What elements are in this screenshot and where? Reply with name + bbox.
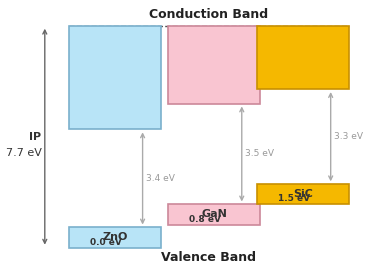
Text: 3.4 eV: 3.4 eV	[146, 174, 175, 183]
Bar	[257, 184, 349, 204]
Text: ZnO: ZnO	[102, 232, 128, 242]
Text: 3.5 eV: 3.5 eV	[245, 150, 274, 158]
Text: 3.3 eV: 3.3 eV	[334, 132, 363, 141]
Text: 0.8 eV: 0.8 eV	[189, 214, 221, 224]
Text: 7.7 eV: 7.7 eV	[6, 147, 42, 158]
Bar	[168, 26, 260, 104]
Bar	[69, 227, 161, 247]
Text: Valence Band: Valence Band	[161, 251, 256, 264]
Text: 1.5 eV: 1.5 eV	[278, 194, 310, 203]
Bar	[168, 204, 260, 225]
Text: GaN: GaN	[201, 210, 227, 220]
Text: 0.0 eV: 0.0 eV	[90, 238, 122, 247]
Bar	[257, 26, 349, 89]
Text: IP: IP	[29, 132, 42, 142]
Bar	[69, 26, 161, 129]
Text: SiC: SiC	[293, 189, 313, 199]
Text: Conduction Band: Conduction Band	[150, 9, 269, 22]
